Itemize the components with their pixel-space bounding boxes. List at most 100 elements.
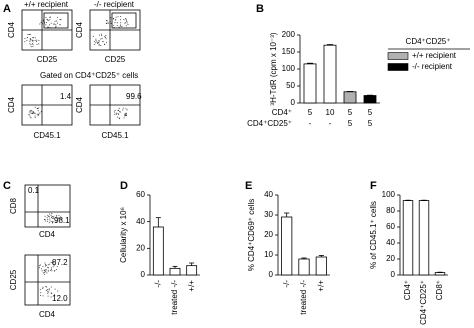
cell-dot — [34, 115, 36, 117]
cell-dot — [47, 292, 49, 294]
cell-dot — [100, 38, 102, 40]
cell-dot — [28, 114, 30, 116]
cell-dot — [117, 113, 119, 115]
cell-dot — [29, 110, 31, 112]
cell-dot — [53, 217, 55, 219]
plot-title: -/- recipient — [94, 0, 135, 9]
cell-dot — [43, 273, 45, 275]
cell-dot — [118, 107, 120, 109]
cell-dot — [39, 112, 41, 114]
cell-dot — [48, 24, 50, 26]
cell-dot — [60, 216, 62, 218]
x-axis-label: CD45.1 — [33, 131, 61, 140]
cell-dot — [105, 38, 107, 40]
cell-dot — [125, 115, 127, 117]
cell-dot — [43, 22, 45, 24]
y-tick-label: 20 — [264, 230, 273, 239]
cell-dot — [43, 219, 45, 221]
bar — [303, 63, 317, 104]
bar — [323, 44, 337, 104]
cell-dot — [104, 43, 106, 45]
x-tick-label: +/+ — [316, 280, 325, 292]
cell-dot — [125, 25, 127, 27]
cell-dot — [124, 113, 126, 115]
cell-dot — [49, 269, 51, 271]
cell-dot — [34, 106, 36, 108]
cell-dot — [47, 266, 49, 268]
cell-dot — [55, 215, 57, 217]
y-tick-label: 100 — [382, 190, 396, 199]
y-tick-label: 100 — [282, 64, 296, 73]
cell-dot — [39, 264, 41, 266]
cell-dot — [30, 44, 32, 46]
quadrant-value: 87.2 — [52, 258, 68, 267]
cell-dot — [53, 263, 55, 265]
bar — [434, 272, 446, 276]
cell-dot — [96, 41, 98, 43]
x-tick-label: 5 — [308, 108, 313, 117]
cell-dot — [36, 39, 38, 41]
cell-dot — [114, 22, 116, 24]
cell-dot — [45, 271, 47, 273]
cell-dot — [32, 36, 34, 38]
cell-dot — [49, 213, 51, 215]
y-tick-label: 0 — [141, 270, 146, 279]
cell-dot — [56, 20, 58, 22]
cell-dot — [119, 111, 121, 113]
x-tick-label: CD8⁺ — [435, 280, 444, 300]
cell-dot — [49, 218, 51, 220]
cell-dot — [29, 111, 31, 113]
y-axis-label: % CD4⁺CD69⁺ cells — [247, 199, 256, 271]
cell-dot — [38, 113, 40, 115]
cell-dot — [39, 23, 41, 25]
legend-label: +/+ recipient — [412, 51, 457, 60]
cell-dot — [46, 22, 48, 24]
cell-dot — [28, 33, 30, 35]
cell-dot — [55, 25, 57, 27]
cell-dot — [37, 114, 39, 116]
cell-dot — [30, 112, 32, 114]
cell-dot — [43, 19, 45, 21]
cell-dot — [24, 38, 26, 40]
cell-dot — [41, 270, 43, 272]
cell-dot — [29, 33, 31, 35]
cell-dot — [126, 109, 128, 111]
cell-dot — [31, 111, 33, 113]
cell-dot — [36, 108, 38, 110]
cell-dot — [39, 265, 41, 267]
panel-letter: A — [3, 3, 11, 15]
cell-dot — [93, 44, 95, 46]
cell-dot — [42, 272, 44, 274]
y-axis-label: CD4 — [75, 21, 84, 38]
x-tick-label: 5 — [348, 108, 353, 117]
cell-dot — [107, 21, 109, 23]
cell-dot — [48, 216, 50, 218]
cell-dot — [38, 39, 40, 41]
cell-dot — [118, 117, 120, 119]
x-tick-label: treated -/- — [170, 280, 179, 315]
cell-dot — [97, 43, 99, 45]
cell-dot — [58, 218, 60, 220]
cell-dot — [47, 267, 49, 269]
y-tick-label: 60 — [386, 222, 395, 231]
cell-dot — [123, 117, 125, 119]
cell-dot — [49, 263, 51, 265]
y-axis-label: % of CD45.1⁺ cells — [369, 201, 378, 269]
cell-dot — [120, 22, 122, 24]
y-axis-label: CD4 — [75, 96, 84, 113]
cell-dot — [93, 40, 95, 42]
cell-dot — [39, 289, 41, 291]
cell-dot — [47, 291, 49, 293]
cell-dot — [31, 39, 33, 41]
y-tick-label: 20 — [386, 254, 395, 263]
y-tick-label: 0 — [291, 98, 296, 107]
cell-dot — [47, 219, 49, 221]
cell-dot — [98, 42, 100, 44]
cell-dot — [34, 116, 36, 118]
cell-dot — [98, 40, 100, 42]
cell-dot — [55, 217, 57, 219]
x-axis-label: CD4 — [39, 310, 56, 319]
cell-dot — [51, 293, 53, 295]
cell-dot — [34, 112, 36, 114]
bar — [186, 265, 198, 276]
